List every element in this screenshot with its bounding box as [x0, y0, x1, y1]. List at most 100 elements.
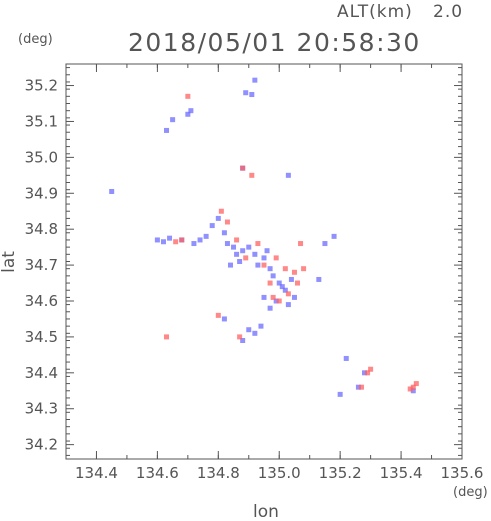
scatter-point: [197, 237, 203, 243]
scatter-point: [240, 338, 246, 343]
scatter-point: [276, 280, 282, 286]
scatter-point: [270, 273, 276, 279]
scatter-point: [185, 93, 191, 99]
scatter-point: [221, 316, 227, 322]
scatter-point: [252, 330, 258, 336]
scatter-point: [261, 294, 267, 300]
scatter-point: [215, 312, 221, 318]
plot-frame: [65, 63, 463, 460]
altitude-label: ALT(km): [337, 2, 413, 22]
scatter-point: [267, 305, 273, 311]
scatter-point: [215, 215, 221, 221]
scatter-point: [343, 355, 349, 361]
scatter-point: [237, 259, 243, 264]
scatter-point: [243, 255, 249, 261]
y-tick-label: 34.9: [25, 184, 58, 202]
y-tick-label: 34.5: [25, 328, 58, 346]
scatter-point: [224, 241, 230, 247]
scatter-point: [237, 334, 243, 340]
scatter-point: [167, 235, 173, 241]
scatter-point: [285, 302, 291, 308]
scatter-point: [191, 241, 197, 247]
scatter-point: [246, 244, 252, 250]
altitude-value: 2.0: [433, 2, 463, 22]
x-tick-label: 134.4: [75, 464, 118, 482]
scatter-point: [291, 269, 297, 275]
scatter-point: [279, 284, 285, 290]
scatter-point: [249, 172, 255, 178]
y-tick-label: 35.1: [25, 112, 58, 130]
scatter-points: [109, 77, 419, 397]
scatter-point: [407, 386, 413, 392]
scatter-point: [276, 298, 282, 304]
scatter-point: [231, 244, 237, 250]
scatter-point: [170, 117, 176, 123]
scatter-point: [227, 262, 233, 268]
scatter-point: [316, 276, 322, 282]
scatter-point: [261, 255, 267, 261]
scatter-point: [413, 381, 419, 387]
scatter-point: [160, 239, 166, 245]
x-tick-label: 134.8: [197, 464, 240, 482]
y-tick-label: 34.3: [25, 400, 58, 418]
x-unit-label: (deg): [453, 485, 488, 500]
scatter-point: [221, 230, 227, 236]
y-tick-label: 34.8: [25, 220, 58, 238]
scatter-point: [285, 291, 291, 297]
scatter-point: [288, 276, 294, 282]
scatter-point: [243, 90, 249, 96]
scatter-point: [285, 172, 291, 178]
scatter-point: [255, 241, 261, 247]
scatter-point: [179, 237, 185, 243]
scatter-point: [246, 327, 252, 333]
scatter-point: [365, 370, 371, 376]
scatter-point: [331, 233, 337, 239]
y-unit-label: (deg): [18, 32, 53, 47]
y-tick-label: 34.7: [25, 256, 58, 274]
scatter-point: [203, 233, 209, 239]
x-tick-label: 135.2: [319, 464, 362, 482]
y-tick-label: 35.2: [25, 77, 58, 95]
x-axis-title: lon: [253, 502, 279, 521]
scatter-point: [267, 266, 273, 272]
scatter-point: [368, 366, 374, 372]
scatter-point: [282, 266, 288, 272]
scatter-point: [410, 388, 416, 394]
scatter-point: [173, 239, 179, 245]
y-tick-label: 35.0: [25, 148, 58, 166]
y-tick-label: 34.6: [25, 292, 58, 310]
scatter-point: [164, 127, 170, 133]
scatter-point: [261, 262, 267, 268]
scatter-point: [240, 165, 246, 171]
chart-title: 2018/05/01 20:58:30: [128, 28, 421, 57]
scatter-point: [249, 92, 255, 98]
scatter-point: [255, 262, 261, 268]
scatter-point: [234, 237, 240, 243]
scatter-point: [209, 223, 215, 229]
scatter-point: [188, 108, 194, 114]
axis-ticks: 134.4 134.6 134.8 135.0 135.2 135.4 135.6 35.2 3…: [25, 64, 484, 482]
scatter-point: [282, 287, 288, 293]
x-tick-label: 135.0: [258, 464, 301, 482]
x-tick-label: 135.4: [380, 464, 423, 482]
scatter-point: [270, 294, 276, 300]
scatter-point: [164, 334, 170, 340]
scatter-point: [218, 208, 224, 214]
scatter-point: [410, 384, 416, 390]
scatter-point: [273, 255, 279, 261]
scatter-point: [362, 370, 368, 376]
scatter-point: [224, 219, 230, 225]
scatter-point: [355, 384, 361, 390]
scatter-point: [264, 248, 270, 254]
y-axis-title: lat: [0, 251, 19, 273]
scatter-point: [291, 294, 297, 300]
scatter-point: [258, 323, 264, 329]
scatter-point: [252, 251, 258, 257]
x-tick-label: 134.6: [136, 464, 179, 482]
scatter-point: [295, 280, 301, 286]
scatter-point: [267, 280, 273, 286]
scatter-point: [240, 248, 246, 254]
x-tick-label: 135.6: [441, 464, 484, 482]
y-tick-label: 34.2: [25, 436, 58, 454]
